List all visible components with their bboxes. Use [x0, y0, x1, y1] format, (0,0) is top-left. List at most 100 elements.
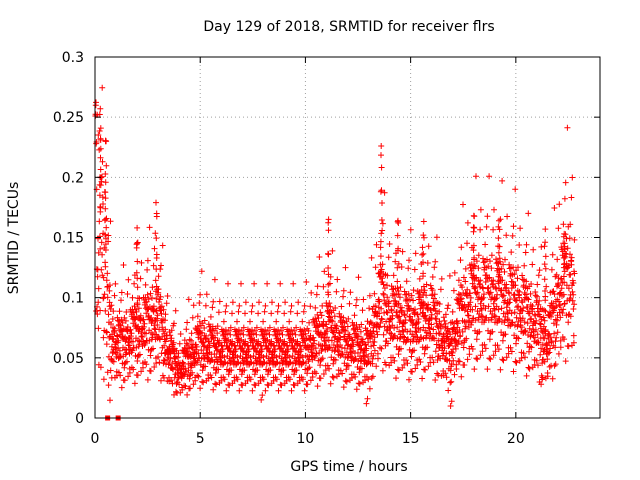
- data-point: [226, 382, 233, 389]
- data-point: [442, 311, 449, 318]
- data-point: [291, 327, 298, 334]
- data-point: [285, 346, 292, 353]
- data-point: [543, 283, 550, 290]
- data-point: [102, 216, 109, 223]
- data-point: [157, 307, 164, 314]
- data-point: [496, 255, 503, 262]
- data-point: [442, 370, 449, 377]
- data-point: [115, 317, 121, 324]
- data-point: [377, 269, 384, 276]
- data-point: [516, 294, 523, 301]
- data-point: [368, 343, 375, 350]
- data-point: [377, 238, 384, 245]
- data-point: [320, 283, 327, 290]
- data-point: [538, 243, 545, 250]
- data-point: [549, 375, 556, 382]
- chart-title: Day 129 of 2018, SRMTID for receiver flr…: [203, 19, 494, 35]
- data-point: [499, 293, 506, 300]
- data-point: [431, 335, 438, 342]
- data-point: [310, 334, 317, 341]
- data-point: [258, 396, 265, 403]
- data-point: [538, 345, 544, 352]
- data-point: [381, 189, 388, 196]
- data-point: [348, 375, 355, 381]
- data-point: [409, 347, 416, 354]
- data-point: [433, 320, 440, 327]
- data-point: [380, 290, 387, 297]
- data-point: [546, 363, 553, 370]
- data-point: [566, 235, 573, 242]
- data-point: [212, 380, 219, 387]
- data-point: [164, 293, 171, 299]
- data-point: [151, 325, 158, 332]
- data-point: [526, 325, 533, 332]
- data-point: [560, 306, 567, 313]
- data-point: [213, 381, 220, 388]
- data-point: [205, 375, 212, 382]
- data-point: [168, 377, 175, 384]
- data-point: [254, 367, 261, 374]
- data-point: [371, 290, 378, 297]
- data-point: [410, 287, 417, 294]
- data-point: [550, 288, 557, 295]
- data-point: [100, 201, 106, 207]
- data-point: [97, 307, 104, 314]
- data-point: [473, 355, 480, 362]
- data-point: [142, 294, 149, 301]
- data-point: [541, 243, 548, 250]
- data-point: [154, 322, 161, 328]
- data-point: [253, 331, 260, 338]
- data-point: [380, 331, 387, 338]
- data-point: [95, 132, 102, 138]
- data-point: [232, 328, 239, 335]
- data-point: [143, 330, 149, 337]
- data-point: [508, 249, 515, 256]
- data-point: [268, 338, 275, 345]
- data-point: [95, 249, 102, 256]
- data-point: [97, 154, 104, 161]
- data-point: [557, 337, 564, 344]
- data-point: [194, 372, 201, 379]
- data-point: [102, 195, 109, 202]
- data-point: [332, 357, 339, 363]
- data-point: [265, 382, 272, 389]
- data-point: [532, 292, 539, 299]
- data-point: [552, 338, 559, 345]
- data-point: [229, 299, 236, 306]
- data-point: [536, 320, 543, 327]
- data-point: [327, 380, 334, 387]
- data-point: [536, 297, 543, 304]
- data-point: [104, 329, 110, 336]
- data-point: [300, 376, 306, 383]
- data-point: [97, 145, 104, 152]
- data-point: [211, 276, 218, 283]
- data-point: [120, 262, 127, 268]
- data-point: [549, 251, 556, 258]
- data-point: [429, 354, 436, 361]
- data-point: [448, 378, 455, 385]
- data-point: [455, 358, 462, 364]
- data-point: [399, 248, 406, 255]
- data-point: [397, 284, 404, 291]
- data-point: [491, 206, 497, 213]
- data-point: [425, 363, 432, 370]
- data-point: [541, 307, 548, 314]
- data-point: [249, 302, 256, 309]
- data-point: [461, 362, 468, 368]
- data-point: [151, 364, 158, 370]
- data-point: [205, 338, 212, 345]
- data-point: [457, 298, 464, 305]
- data-point: [152, 230, 159, 237]
- data-point: [162, 317, 168, 324]
- data-point: [452, 345, 459, 352]
- data-point: [312, 304, 319, 311]
- data-point: [506, 265, 513, 272]
- data-point: [533, 357, 540, 364]
- data-point: [342, 377, 349, 384]
- data-point: [484, 366, 491, 373]
- data-point: [448, 361, 455, 368]
- data-point: [216, 337, 223, 344]
- x-tick-label: 10: [297, 431, 315, 447]
- data-point: [377, 253, 384, 260]
- data-point: [268, 310, 275, 317]
